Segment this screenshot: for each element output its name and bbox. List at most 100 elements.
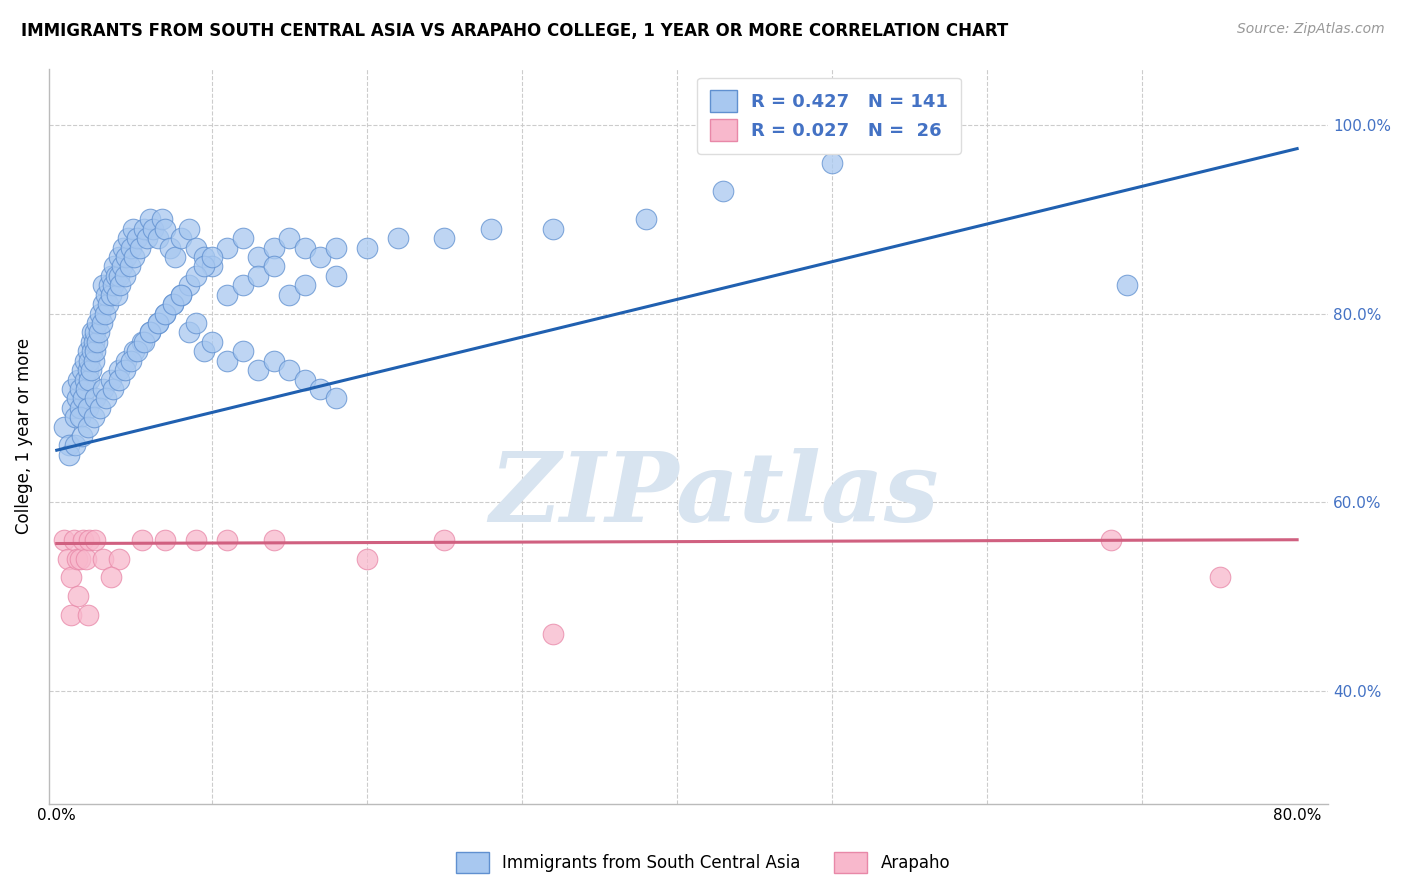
- Point: [1115, 278, 1137, 293]
- Point: [120, 353, 142, 368]
- Point: [433, 533, 456, 547]
- Point: [60, 382, 83, 396]
- Point: [94, 307, 117, 321]
- Point: [97, 297, 120, 311]
- Point: [186, 533, 208, 547]
- Point: [177, 278, 200, 293]
- Point: [217, 287, 239, 301]
- Point: [186, 268, 208, 283]
- Point: [821, 155, 844, 169]
- Point: [217, 353, 239, 368]
- Point: [217, 533, 239, 547]
- Point: [170, 287, 193, 301]
- Point: [541, 221, 564, 235]
- Point: [91, 382, 114, 396]
- Point: [76, 419, 98, 434]
- Point: [159, 241, 181, 255]
- Point: [58, 438, 80, 452]
- Point: [356, 551, 378, 566]
- Point: [84, 344, 107, 359]
- Point: [278, 287, 301, 301]
- Point: [91, 278, 114, 293]
- Point: [309, 382, 332, 396]
- Point: [56, 551, 79, 566]
- Point: [90, 316, 112, 330]
- Point: [163, 250, 186, 264]
- Point: [146, 316, 169, 330]
- Point: [146, 316, 169, 330]
- Point: [294, 278, 316, 293]
- Point: [83, 334, 105, 349]
- Point: [139, 212, 162, 227]
- Point: [193, 250, 215, 264]
- Point: [634, 212, 657, 227]
- Point: [72, 392, 94, 406]
- Point: [120, 241, 142, 255]
- Point: [146, 231, 169, 245]
- Point: [193, 344, 215, 359]
- Point: [75, 551, 97, 566]
- Point: [155, 307, 177, 321]
- Point: [107, 372, 129, 386]
- Point: [129, 241, 152, 255]
- Legend: R = 0.427   N = 141, R = 0.027   N =  26: R = 0.427 N = 141, R = 0.027 N = 26: [697, 78, 960, 154]
- Point: [103, 260, 125, 274]
- Point: [107, 268, 129, 283]
- Point: [1208, 570, 1230, 584]
- Point: [132, 221, 155, 235]
- Point: [232, 278, 254, 293]
- Point: [82, 326, 104, 340]
- Point: [107, 250, 129, 264]
- Point: [247, 250, 270, 264]
- Point: [67, 589, 90, 603]
- Point: [86, 334, 108, 349]
- Text: ZIPatlas: ZIPatlas: [489, 448, 939, 541]
- Point: [131, 334, 153, 349]
- Point: [201, 250, 224, 264]
- Point: [96, 392, 118, 406]
- Point: [162, 297, 184, 311]
- Point: [112, 241, 135, 255]
- Point: [127, 344, 149, 359]
- Text: IMMIGRANTS FROM SOUTH CENTRAL ASIA VS ARAPAHO COLLEGE, 1 YEAR OR MORE CORRELATIO: IMMIGRANTS FROM SOUTH CENTRAL ASIA VS AR…: [21, 22, 1008, 40]
- Point: [89, 401, 111, 415]
- Point: [72, 533, 94, 547]
- Point: [82, 344, 104, 359]
- Point: [69, 382, 91, 396]
- Point: [118, 260, 141, 274]
- Point: [356, 241, 378, 255]
- Point: [83, 353, 105, 368]
- Point: [122, 344, 145, 359]
- Point: [294, 241, 316, 255]
- Point: [117, 231, 139, 245]
- Point: [162, 297, 184, 311]
- Point: [247, 363, 270, 377]
- Point: [177, 221, 200, 235]
- Point: [325, 268, 347, 283]
- Point: [278, 231, 301, 245]
- Point: [107, 363, 129, 377]
- Point: [100, 287, 122, 301]
- Point: [110, 278, 132, 293]
- Point: [53, 419, 76, 434]
- Point: [132, 334, 155, 349]
- Point: [139, 326, 162, 340]
- Point: [114, 363, 136, 377]
- Point: [263, 241, 285, 255]
- Point: [263, 533, 285, 547]
- Point: [127, 231, 149, 245]
- Point: [232, 231, 254, 245]
- Point: [80, 363, 103, 377]
- Point: [232, 344, 254, 359]
- Point: [294, 372, 316, 386]
- Point: [217, 241, 239, 255]
- Point: [201, 334, 224, 349]
- Text: Source: ZipAtlas.com: Source: ZipAtlas.com: [1237, 22, 1385, 37]
- Point: [76, 363, 98, 377]
- Point: [111, 260, 134, 274]
- Point: [67, 372, 90, 386]
- Point: [104, 268, 127, 283]
- Point: [59, 570, 82, 584]
- Point: [73, 372, 96, 386]
- Point: [83, 410, 105, 425]
